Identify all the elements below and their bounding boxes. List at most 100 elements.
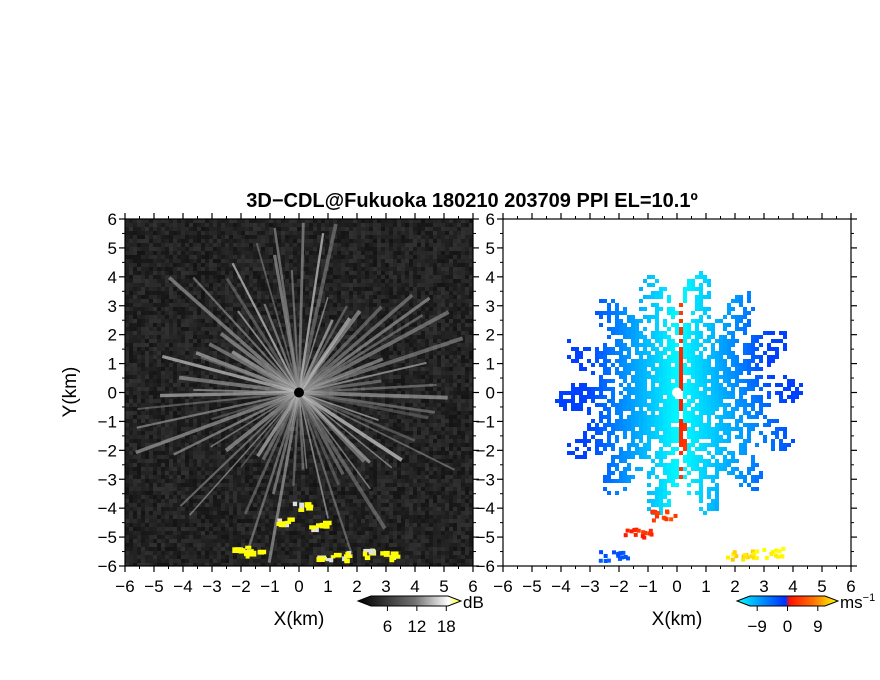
snr-noise-cell [377, 231, 381, 235]
snr-noise-cell [225, 243, 229, 247]
snr-noise-cell [229, 271, 233, 275]
snr-noise-cell [145, 235, 149, 239]
snr-noise-cell [329, 303, 333, 307]
snr-noise-cell [273, 223, 277, 227]
snr-noise-cell [173, 327, 177, 331]
snr-noise-cell [317, 271, 321, 275]
snr-noise-cell [141, 343, 145, 347]
snr-noise-cell [209, 395, 213, 399]
snr-noise-cell [245, 283, 249, 287]
snr-noise-cell [137, 411, 141, 415]
snr-noise-cell [285, 355, 289, 359]
snr-noise-cell [193, 423, 197, 427]
snr-noise-cell [225, 403, 229, 407]
snr-noise-cell [437, 299, 441, 303]
snr-noise-cell [269, 443, 273, 447]
snr-noise-cell [277, 311, 281, 315]
snr-noise-cell [237, 387, 241, 391]
snr-noise-cell [165, 287, 169, 291]
snr-noise-cell [385, 299, 389, 303]
snr-noise-cell [445, 267, 449, 271]
snr-noise-cell [337, 283, 341, 287]
snr-noise-cell [441, 423, 445, 427]
snr-noise-cell [369, 387, 373, 391]
snr-noise-cell [161, 407, 165, 411]
snr-noise-cell [441, 403, 445, 407]
snr-noise-cell [125, 219, 129, 223]
snr-noise-cell [337, 279, 341, 283]
snr-noise-cell [389, 351, 393, 355]
snr-noise-cell [465, 263, 469, 267]
snr-noise-cell [129, 239, 133, 243]
snr-noise-cell [453, 411, 457, 415]
snr-noise-cell [133, 327, 137, 331]
snr-noise-cell [413, 259, 417, 263]
snr-noise-cell [469, 435, 473, 439]
snr-noise-cell [325, 307, 329, 311]
snr-noise-cell [361, 407, 365, 411]
snr-noise-cell [417, 231, 421, 235]
snr-noise-cell [353, 283, 357, 287]
snr-noise-cell [437, 291, 441, 295]
snr-noise-cell [205, 443, 209, 447]
snr-noise-cell [373, 315, 377, 319]
snr-noise-cell [441, 411, 445, 415]
snr-noise-cell [441, 351, 445, 355]
snr-noise-cell [357, 351, 361, 355]
snr-noise-cell [177, 299, 181, 303]
snr-noise-cell [449, 411, 453, 415]
snr-noise-cell [277, 355, 281, 359]
snr-noise-cell [125, 447, 129, 451]
snr-noise-cell [141, 371, 145, 375]
snr-noise-cell [389, 319, 393, 323]
snr-noise-cell [221, 259, 225, 263]
snr-noise-cell [301, 419, 305, 423]
snr-noise-cell [233, 435, 237, 439]
snr-noise-cell [257, 427, 261, 431]
snr-noise-cell [157, 303, 161, 307]
snr-noise-cell [349, 223, 353, 227]
snr-noise-cell [297, 227, 301, 231]
snr-noise-cell [445, 403, 449, 407]
snr-noise-cell [409, 283, 413, 287]
snr-noise-cell [453, 255, 457, 259]
snr-noise-cell [281, 243, 285, 247]
snr-noise-cell [425, 431, 429, 435]
snr-noise-cell [153, 283, 157, 287]
snr-noise-cell [153, 235, 157, 239]
snr-noise-cell [269, 343, 273, 347]
snr-noise-cell [357, 247, 361, 251]
snr-noise-cell [245, 319, 249, 323]
snr-noise-cell [341, 251, 345, 255]
snr-noise-cell [313, 303, 317, 307]
snr-noise-cell [305, 263, 309, 267]
snr-noise-cell [177, 239, 181, 243]
snr-noise-cell [369, 371, 373, 375]
snr-noise-cell [149, 339, 153, 343]
snr-noise-cell [221, 443, 225, 447]
snr-noise-cell [461, 315, 465, 319]
snr-noise-cell [165, 223, 169, 227]
snr-noise-cell [129, 331, 133, 335]
snr-noise-cell [185, 323, 189, 327]
snr-noise-cell [445, 243, 449, 247]
snr-noise-cell [365, 235, 369, 239]
snr-noise-cell [149, 435, 153, 439]
snr-noise-cell [193, 279, 197, 283]
snr-noise-cell [173, 411, 177, 415]
snr-noise-cell [357, 323, 361, 327]
snr-noise-cell [241, 275, 245, 279]
snr-noise-cell [329, 223, 333, 227]
snr-noise-cell [157, 291, 161, 295]
snr-noise-cell [221, 411, 225, 415]
snr-noise-cell [445, 443, 449, 447]
snr-noise-cell [321, 243, 325, 247]
snr-noise-cell [457, 275, 461, 279]
snr-noise-cell [153, 347, 157, 351]
snr-noise-cell [137, 259, 141, 263]
snr-noise-cell [161, 295, 165, 299]
snr-noise-cell [305, 267, 309, 271]
snr-noise-cell [341, 239, 345, 243]
snr-noise-cell [261, 275, 265, 279]
snr-noise-cell [145, 227, 149, 231]
